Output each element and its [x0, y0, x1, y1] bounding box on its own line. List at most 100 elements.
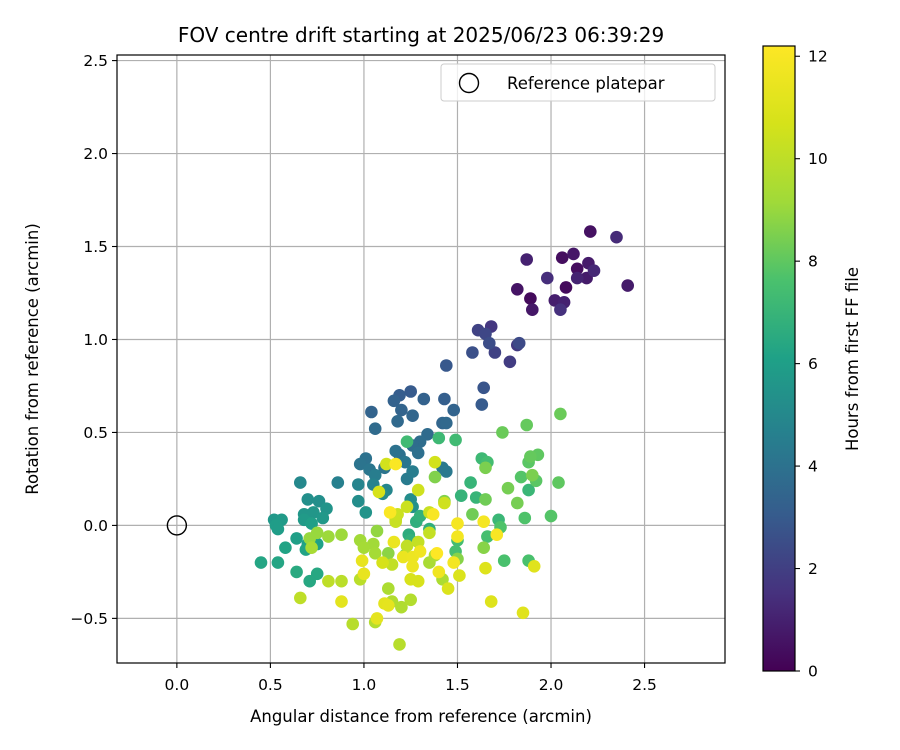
scatter-point [382, 599, 395, 612]
scatter-point [524, 450, 537, 463]
y-tick-label: 0.0 [83, 517, 108, 535]
y-tick-label: 0.5 [83, 424, 108, 442]
x-tick-label: 0.5 [258, 676, 283, 694]
scatter-point [496, 426, 509, 439]
scatter-point [526, 468, 539, 482]
scatter-point [335, 595, 348, 608]
x-axis: 0.0 0.5 1.0 1.5 2.0 2.5 [165, 663, 657, 694]
scatter-point [305, 517, 318, 530]
scatter-point [404, 385, 418, 398]
scatter-point [353, 457, 367, 471]
scatter-point [440, 416, 453, 430]
x-tick-label: 0.0 [165, 676, 190, 694]
scatter-point [490, 528, 504, 541]
scatter-point [395, 600, 408, 614]
scatter-point [526, 303, 539, 317]
reference-platepar-marker [166, 515, 188, 536]
y-tick-label: 1.5 [83, 238, 108, 256]
colorbar-tick-label: 4 [808, 458, 818, 476]
scatter-point [544, 509, 558, 523]
scatter-point [365, 405, 378, 419]
scatter-point [483, 336, 496, 350]
scatter-point [404, 593, 418, 607]
y-tick-label: 2.0 [83, 145, 108, 163]
colorbar-tick-label: 12 [808, 48, 828, 66]
scatter-point [417, 392, 431, 406]
scatter-point [430, 547, 444, 560]
scatter-point [621, 279, 634, 292]
scatter-point [411, 483, 425, 497]
scatter-point [514, 470, 528, 484]
scatter-point [520, 418, 533, 432]
colorbar-tick-label: 6 [808, 355, 818, 373]
scatter-point [447, 556, 461, 569]
x-tick-label: 2.5 [632, 676, 657, 694]
scatter-point [428, 470, 442, 484]
scatter-point [511, 283, 524, 296]
legend-marker-icon [458, 72, 480, 94]
y-axis: −0.5 0.0 0.5 1.0 1.5 2.0 2.5 [70, 52, 117, 628]
scatter-point [406, 465, 419, 478]
scatter-point [440, 465, 453, 478]
scatter-point [453, 569, 466, 582]
scatter-point [524, 292, 537, 305]
y-axis-label: Rotation from reference (arcmin) [23, 223, 42, 495]
scatter-point [454, 489, 468, 503]
scatter-point [294, 591, 307, 605]
colorbar-label: Hours from first FF file [843, 267, 862, 451]
scatter-point [279, 541, 292, 554]
x-tick-label: 1.5 [445, 676, 470, 694]
scatter-point [271, 522, 285, 536]
scatter-point [301, 493, 315, 506]
scatter-point [567, 247, 580, 261]
x-axis-label: Angular distance from reference (arcmin) [250, 707, 592, 726]
legend-box [440, 63, 716, 102]
scatter-point [335, 528, 348, 541]
scatter-point [346, 617, 360, 631]
legend: Reference platepar [440, 63, 716, 102]
scatter-point [294, 476, 307, 489]
scatter-point [322, 574, 335, 588]
scatter-point [451, 517, 464, 530]
scatter-point [368, 547, 382, 560]
scatter-point [413, 545, 427, 558]
scatter-point [587, 264, 601, 278]
colorbar-tick-label: 0 [808, 663, 818, 681]
scatter-point [554, 407, 567, 421]
scatter-point [368, 422, 382, 436]
scatter-point [385, 558, 399, 571]
scatter-point [396, 550, 410, 564]
scatter-point [527, 560, 541, 573]
scatter-point [428, 455, 442, 469]
scatter-point [449, 433, 462, 447]
scatter-point [395, 403, 408, 417]
chart-title: FOV centre drift starting at 2025/06/23 … [178, 23, 664, 47]
scatter-point [406, 409, 419, 423]
data-points [254, 225, 634, 651]
colorbar: 0 2 4 6 8 10 12 Hours from first FF file [762, 45, 862, 681]
colorbar-tick-label: 2 [808, 560, 818, 578]
scatter-point [488, 346, 502, 359]
scatter-point [423, 526, 436, 540]
scatter-point [271, 556, 285, 569]
scatter-point [432, 431, 446, 445]
scatter-point [382, 547, 395, 560]
scatter-point [290, 565, 303, 579]
scatter-point [501, 481, 515, 495]
scatter-point [584, 225, 597, 238]
scatter-point [372, 485, 386, 499]
scatter-point [438, 392, 451, 406]
colorbar-tick-label: 10 [808, 150, 828, 168]
scatter-point [411, 574, 425, 588]
scatter-point [520, 253, 533, 266]
scatter-point [479, 561, 492, 575]
colorbar-tick-label: 8 [808, 253, 818, 271]
scatter-point [477, 381, 491, 395]
scatter-point [391, 415, 404, 428]
colorbar-gradient [762, 45, 796, 672]
scatter-point [512, 336, 526, 350]
scatter-point [359, 506, 373, 519]
y-tick-label: −0.5 [70, 610, 108, 628]
scatter-point [477, 541, 491, 554]
